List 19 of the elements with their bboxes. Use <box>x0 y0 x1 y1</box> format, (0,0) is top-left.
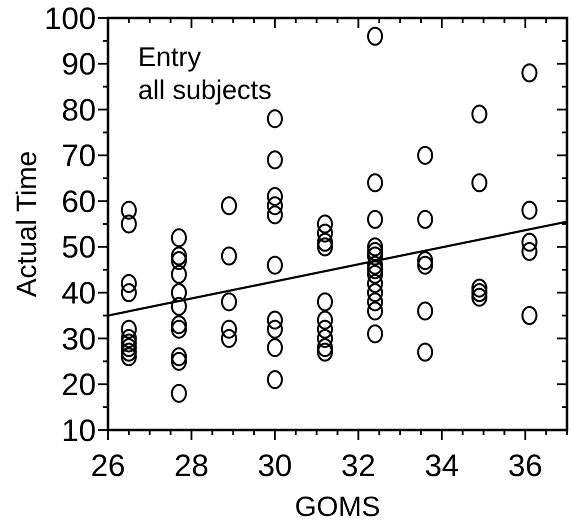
x-tick-label: 26 <box>90 448 126 483</box>
x-axis-title: GOMS <box>294 491 380 522</box>
x-tick-label: 28 <box>174 448 209 483</box>
y-tick-label: 40 <box>62 276 96 311</box>
y-tick-label: 30 <box>62 321 96 356</box>
x-tick-label: 32 <box>341 448 376 483</box>
annotation: Entry all subjects <box>138 42 272 105</box>
y-tick-label: 90 <box>62 46 96 82</box>
y-tick-label: 50 <box>62 230 96 265</box>
y-axis-title: Actual Time <box>11 150 42 298</box>
y-tick-label: 100 <box>44 0 96 36</box>
y-tick-label: 10 <box>62 412 96 448</box>
x-tick-label: 34 <box>424 448 460 483</box>
x-tick-label: 30 <box>258 448 292 483</box>
y-tick-label: 20 <box>62 367 96 402</box>
y-tick-label: 80 <box>62 92 96 128</box>
x-tick-label: 36 <box>508 448 543 483</box>
y-tick-label: 60 <box>62 184 96 219</box>
y-tick-label: 70 <box>62 138 96 174</box>
